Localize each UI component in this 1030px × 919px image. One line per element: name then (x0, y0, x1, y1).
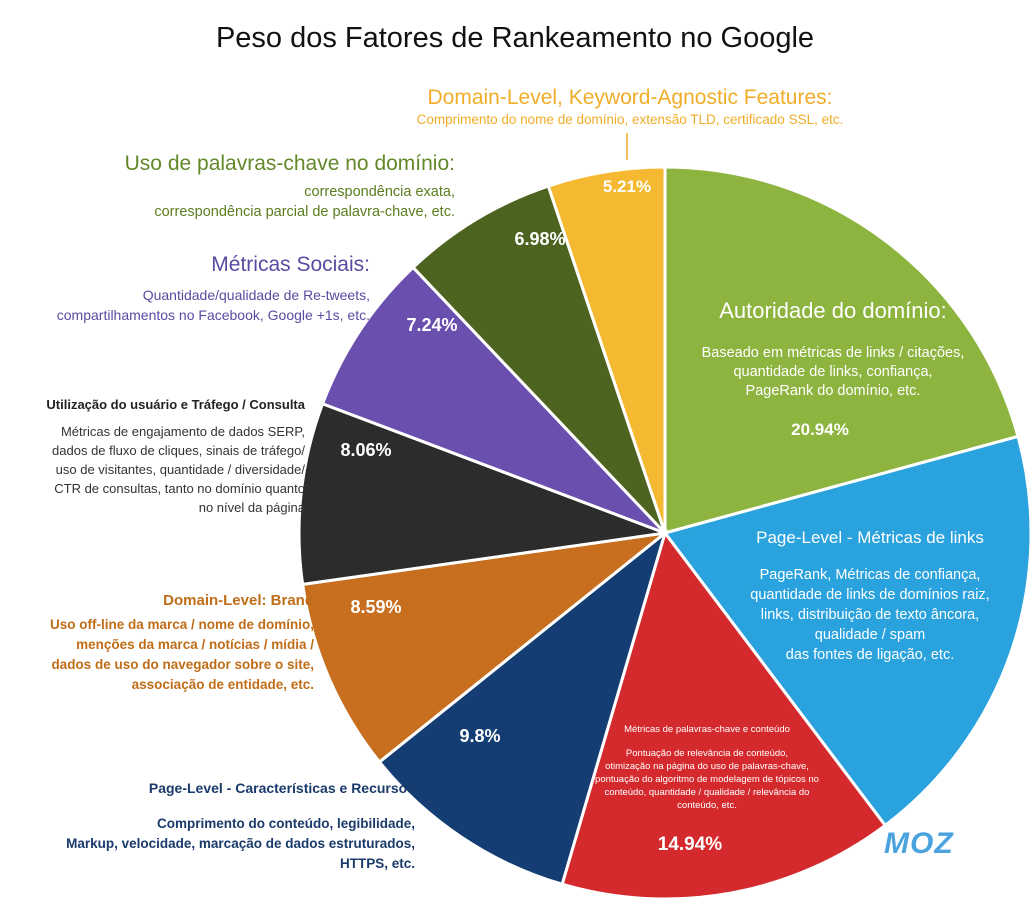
slice-value-label: 20.94% (791, 420, 849, 439)
annotation-line: otimização na página do uso de palavras-… (605, 761, 809, 772)
annotation-keywords-domain: Uso de palavras-chave no domínio: corres… (35, 152, 455, 222)
slice-value-label: 14.94% (658, 834, 723, 855)
annotation-line: PageRank do domínio, etc. (745, 383, 921, 399)
pie-value-labels: 20.94% 14.94% 9.8% 8.59% 8.06% 7.24% 6.98% 5.21… (340, 177, 848, 855)
annotation-heading: Métricas de palavras-chave e conteúdo (624, 724, 790, 735)
annotation-line: PageRank, Métricas de confiança, (759, 567, 981, 583)
annotation-social: Métricas Sociais: Quantidade/qualidade d… (0, 253, 370, 325)
annotation-line: das fontes de ligação, etc. (785, 647, 955, 663)
pie-slice (663, 165, 1020, 535)
annotation-line: Quantidade/qualidade de Re-tweets, (142, 287, 370, 303)
pie-slice (320, 265, 667, 535)
pie-slices (297, 165, 1030, 901)
annotation-line: Markup, velocidade, marcação de dados es… (66, 836, 415, 851)
annotation-heading: Uso de palavras-chave no domínio: (124, 152, 455, 175)
annotation-heading: Page-Level - Características e Recursos (148, 780, 415, 796)
annotation-line: menções da marca / notícias / mídia / (76, 637, 314, 652)
annotation-line: uso de visitantes, quantidade / diversid… (55, 462, 305, 477)
annotation-heading: Autoridade do domínio: (719, 298, 947, 323)
annotation-brand: Domain-Level: Brand Uso off-line da marc… (0, 592, 314, 695)
annotation-line: Comprimento do conteúdo, legibilidade, (156, 816, 415, 831)
pie-slice (546, 165, 667, 534)
annotation-line: pontuação do algoritmo de modelagem de t… (595, 774, 819, 785)
annotation-line: dados de uso do navegador sobre o site, (51, 657, 314, 672)
pie-slice (410, 184, 667, 535)
annotation-authority: Autoridade do domínio: Baseado em métric… (668, 298, 998, 401)
slice-value-label: 8.59% (350, 597, 401, 617)
annotation-line: no nível da página (198, 500, 305, 515)
annotation-line: qualidade / spam (814, 627, 926, 643)
slice-value-label: 9.8% (459, 726, 500, 746)
pie-slice (662, 434, 1030, 828)
chart-title: Peso dos Fatores de Rankeamento no Googl… (215, 22, 815, 54)
annotation-page-links: Page-Level - Métricas de links PageRank,… (725, 528, 1015, 665)
annotation-heading: Métricas Sociais: (211, 253, 370, 276)
annotation-line: associação de entidade, etc. (131, 677, 314, 692)
annotation-line: Uso off-line da marca / nome de domínio, (49, 617, 314, 632)
annotation-line: conteúdo, etc. (677, 800, 737, 811)
annotation-heading: Domain-Level: Brand (163, 592, 314, 609)
annotation-line: conteúdo, quantidade / qualidade / relev… (604, 787, 810, 798)
annotation-domain-agnostic: Domain-Level, Keyword-Agnostic Features:… (380, 86, 880, 127)
annotation-heading: Utilização do usuário e Tráfego / Consul… (46, 397, 305, 412)
annotation-body: Comprimento do nome de domínio, extensão… (416, 112, 844, 127)
annotation-content: Métricas de palavras-chave e conteúdo Po… (562, 724, 852, 812)
annotation-line: Métricas de engajamento de dados SERP, (60, 424, 305, 439)
slice-value-label: 8.06% (340, 440, 391, 460)
slice-value-label: 6.98% (514, 229, 565, 249)
annotation-line: Pontuação de relevância de conteúdo, (625, 748, 789, 759)
pie-slice (300, 530, 671, 765)
pie-slice (377, 528, 668, 887)
pie-slice (560, 529, 888, 901)
annotation-page-features: Page-Level - Características e Recursos … (0, 780, 415, 874)
annotation-line: HTTPS, etc. (339, 856, 415, 871)
annotation-heading: Page-Level - Métricas de links (756, 528, 984, 547)
annotation-line: Baseado em métricas de links / citações, (701, 345, 965, 361)
moz-logo: MOZ (884, 827, 954, 860)
pie-slice (297, 401, 666, 587)
annotation-usage: Utilização do usuário e Tráfego / Consul… (0, 397, 305, 517)
annotation-line: quantidade de links de domínios raiz, (750, 587, 990, 603)
annotation-line: quantidade de links, confiança, (733, 364, 933, 380)
annotation-heading: Domain-Level, Keyword-Agnostic Features: (427, 86, 833, 109)
annotation-line: compartilhamentos no Facebook, Google +1… (56, 307, 370, 323)
annotation-line: CTR de consultas, tanto no domínio quant… (54, 481, 305, 496)
annotation-line: correspondência exata, (304, 184, 455, 200)
annotation-line: correspondência parcial de palavra-chave… (154, 204, 455, 220)
slice-value-label: 7.24% (406, 315, 457, 335)
annotation-line: dados de fluxo de cliques, sinais de trá… (52, 443, 305, 458)
annotation-line: links, distribuição de texto âncora, (760, 607, 980, 623)
slice-value-label: 5.21% (603, 177, 651, 196)
